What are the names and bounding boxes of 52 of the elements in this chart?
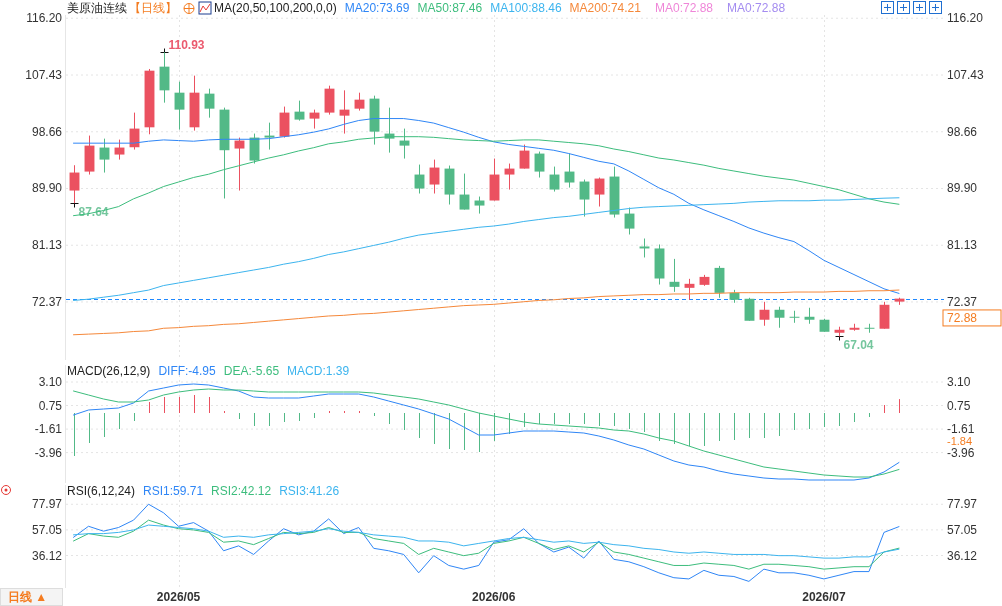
y2-tick-label: 36.12: [947, 548, 978, 563]
chart-title: 美原油连续: [67, 1, 127, 15]
ref-line-label: 72.88: [947, 310, 978, 325]
y2-tick-label: 107.43: [947, 68, 985, 82]
text: MA200:74.21: [569, 1, 642, 15]
y2-tick-label: 98.66: [947, 124, 978, 139]
y2-tick-label: 57.05: [947, 522, 978, 537]
legend-title: RSI(6,12,24): [67, 484, 136, 498]
annotation: 67.04: [835, 336, 874, 352]
y2-tick-label: 89.90: [947, 181, 978, 196]
y-tick-label: 36.12: [31, 548, 63, 563]
y2-tick-label: 72.37: [947, 294, 978, 309]
y-tick-label: 116.20: [26, 11, 63, 26]
annotation: 67.04: [843, 337, 874, 352]
y2-tick-label: 0.75: [947, 398, 971, 413]
y2-tick-label: -1.61: [947, 422, 975, 437]
y-tick-label: 0.75: [38, 398, 63, 413]
y-tick-label: 98.66: [31, 124, 63, 139]
y2-tick-label: 3.10: [947, 375, 971, 389]
x-tick-label: 2026/06: [472, 590, 516, 604]
text: -1.84: [947, 434, 973, 447]
y-tick-label: -3.96: [34, 445, 63, 460]
chart-subtitle: 【日线】: [129, 1, 177, 15]
annotation: 110.93: [160, 37, 205, 53]
text: MA100:88.46: [490, 1, 562, 15]
series-label: RSI1:59.71: [143, 484, 204, 498]
text: MA50:87.46: [417, 1, 483, 15]
y2-tick-label: 116.20: [947, 11, 984, 26]
y2-tick-label: 77.97: [947, 497, 978, 512]
text: MA0:72.88: [654, 1, 714, 15]
legend-title: MACD(26,12,9): [67, 364, 151, 378]
series-label: DIFF:-4.95: [158, 364, 217, 378]
text: MA20:73.69: [344, 1, 410, 15]
text: RSI3:41.26: [279, 484, 340, 498]
series-label: DEA:-5.65: [223, 364, 280, 378]
text: MA0:72.88: [727, 1, 786, 15]
x-tick-label: 2026/07: [802, 590, 846, 604]
y-tick-label: 57.05: [31, 522, 63, 537]
y-tick-label: 81.13: [31, 238, 63, 253]
y-tick-label: -1.61: [34, 422, 63, 437]
y-tick-label: 77.97: [31, 497, 63, 512]
y-tick-label: 72.37: [31, 294, 63, 309]
annotation: MACD:1.39: [287, 364, 350, 378]
y2-tick-label: -3.96: [947, 445, 975, 460]
y-tick-label: 3.10: [38, 375, 63, 389]
text: RSI2:42.12: [211, 484, 272, 498]
y-tick-label: 107.43: [25, 68, 63, 82]
annotation: 110.93: [168, 37, 205, 52]
x-tick-label: 2026/05: [156, 590, 201, 604]
legend-title: MA(20,50,100,200,0,0): [214, 1, 337, 15]
y2-tick-label: 81.13: [947, 238, 978, 253]
y-tick-label: 89.90: [31, 181, 63, 196]
